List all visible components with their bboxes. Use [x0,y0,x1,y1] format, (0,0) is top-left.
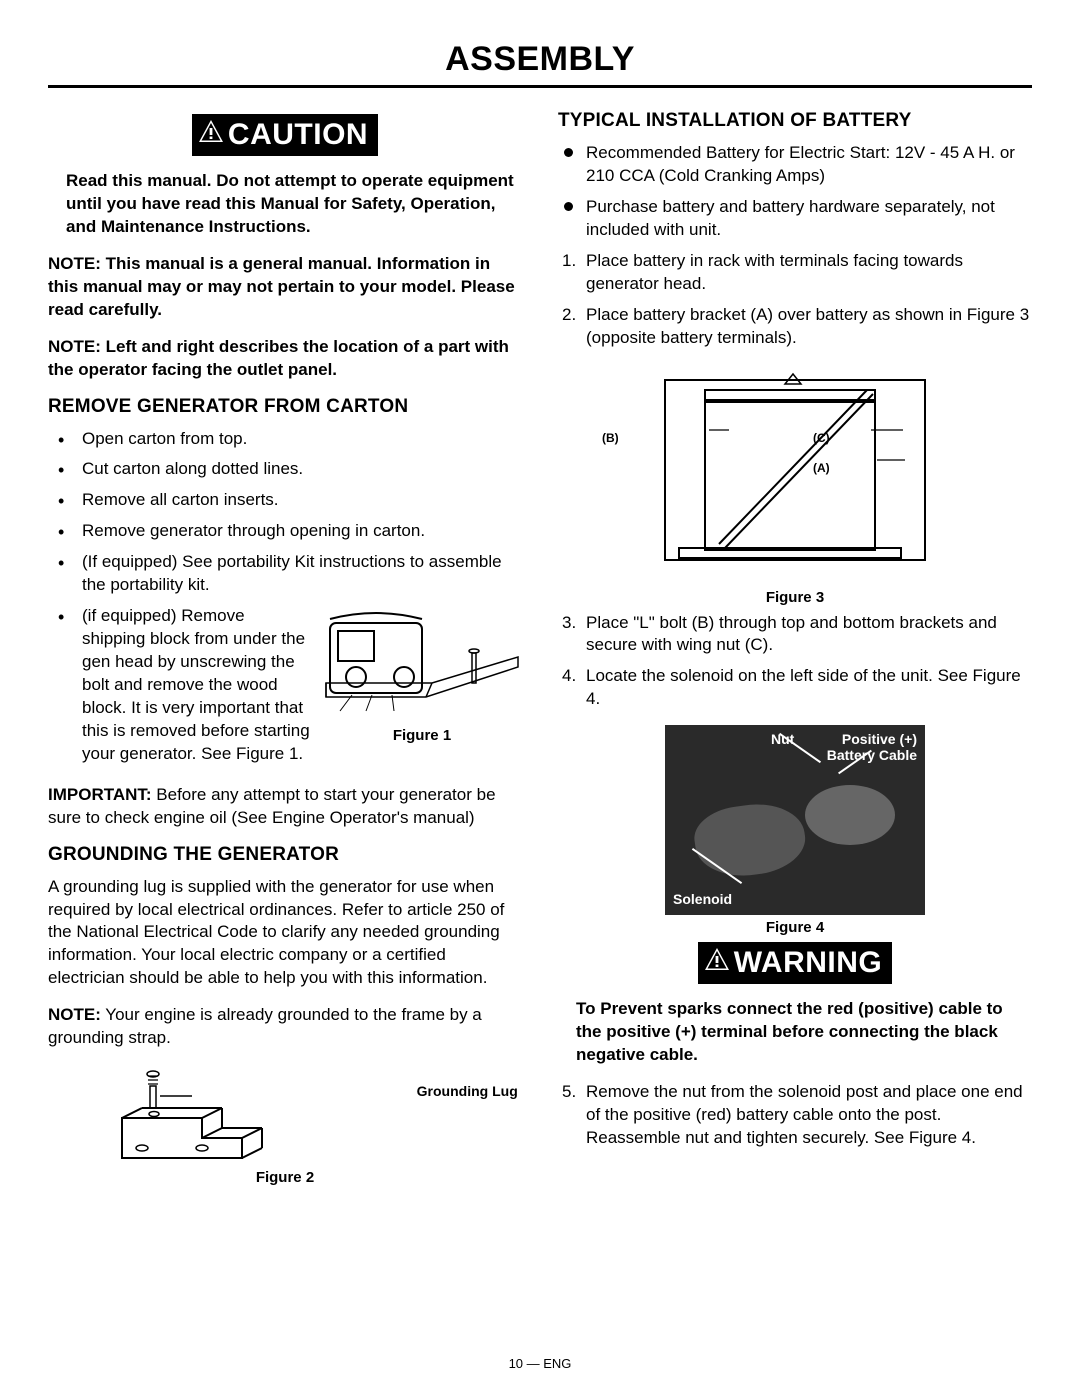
grounding-note: NOTE: Your engine is already grounded to… [48,1004,522,1050]
warning-text: To Prevent sparks connect the red (posit… [576,998,1028,1067]
battery-steps-1-2: Place battery in rack with terminals fac… [558,250,1032,350]
fig3-label-c: (C) [813,431,830,445]
right-column: TYPICAL INSTALLATION OF BATTERY Recommen… [558,110,1032,1192]
left-column: CAUTION Read this manual. Do not attempt… [48,110,522,1192]
fig4-nut-label: Nut [771,731,794,747]
fig4-cable-label: Battery Cable [827,747,917,763]
list-item: Remove all carton inserts. [48,489,522,512]
list-item: Cut carton along dotted lines. [48,458,522,481]
list-item: Place battery bracket (A) over battery a… [558,304,1032,350]
grounding-heading: GROUNDING THE GENERATOR [48,844,522,866]
fig3-label-a: (A) [813,461,830,475]
figure-4-photo: Nut Positive (+) Battery Cable Solenoid [665,725,925,915]
page-title: ASSEMBLY [48,40,1032,88]
remove-heading: REMOVE GENERATOR FROM CARTON [48,396,522,418]
figure-4-caption: Figure 4 [558,919,1032,936]
battery-heading: TYPICAL INSTALLATION OF BATTERY [558,110,1032,132]
page-footer: 10 — ENG [0,1356,1080,1371]
fig4-solenoid-label: Solenoid [673,891,732,907]
battery-steps-5: Remove the nut from the solenoid post an… [558,1081,1032,1150]
battery-disc-list: Recommended Battery for Electric Start: … [558,142,1032,242]
list-item: (If equipped) See portability Kit instru… [48,551,522,597]
list-item: Remove generator through opening in cart… [48,520,522,543]
figure-2: Grounding Lug Figure 2 [48,1068,522,1186]
note-general-manual: NOTE: This manual is a general manual. I… [48,253,522,322]
fig4-positive-label: Positive (+) [842,731,917,747]
figure-3: (A) (C) (B) Figure 3 [558,360,1032,606]
list-item: Recommended Battery for Electric Start: … [558,142,1032,188]
fig3-label-b: (B) [602,431,619,445]
caution-text: Read this manual. Do not attempt to oper… [66,170,518,239]
warning-badge: WARNING [698,942,893,984]
warning-triangle-icon [198,117,224,151]
list-item: Open carton from top. [48,428,522,451]
figure-4: Nut Positive (+) Battery Cable Solenoid … [558,725,1032,936]
important-note: IMPORTANT: Before any attempt to start y… [48,784,522,830]
warning-triangle-icon [704,945,730,979]
battery-steps-3-4: Place "L" bolt (B) through top and botto… [558,612,1032,712]
list-item: Locate the solenoid on the left side of … [558,665,1032,711]
figure-1: Figure 1 [322,605,522,746]
list-item: Figure 1 (if equipped) Remove shipping b… [48,605,522,766]
list-item: Purchase battery and battery hardware se… [558,196,1032,242]
fig2-lug-label: Grounding Lug [417,1083,518,1099]
figure-3-caption: Figure 3 [558,589,1032,606]
remove-list: Open carton from top. Cut carton along d… [48,428,522,766]
caution-badge: CAUTION [192,114,378,156]
list-item: Place "L" bolt (B) through top and botto… [558,612,1032,658]
two-column-layout: CAUTION Read this manual. Do not attempt… [48,110,1032,1192]
list-item: Remove the nut from the solenoid post an… [558,1081,1032,1150]
note-left-right: NOTE: Left and right describes the locat… [48,336,522,382]
list-item: Place battery in rack with terminals fac… [558,250,1032,296]
grounding-text: A grounding lug is supplied with the gen… [48,876,522,991]
figure-1-caption: Figure 1 [322,726,522,746]
